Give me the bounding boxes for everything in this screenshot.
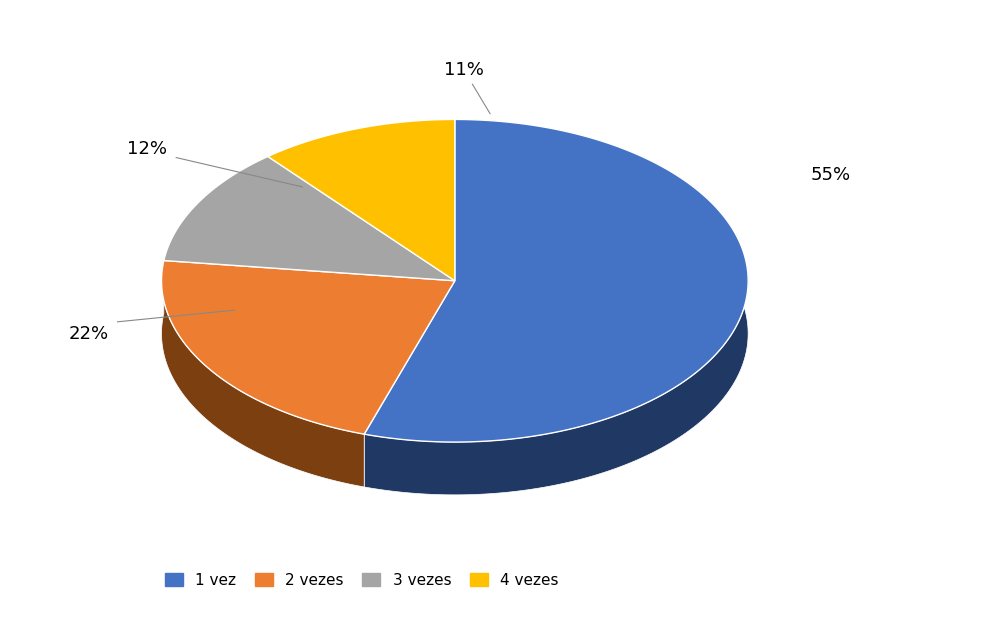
- Polygon shape: [164, 157, 268, 313]
- Polygon shape: [365, 120, 748, 442]
- Legend: 1 vez, 2 vezes, 3 vezes, 4 vezes: 1 vez, 2 vezes, 3 vezes, 4 vezes: [165, 572, 558, 587]
- Text: 11%: 11%: [443, 60, 484, 79]
- Polygon shape: [161, 260, 455, 434]
- Text: 55%: 55%: [810, 166, 850, 184]
- Text: 22%: 22%: [68, 325, 108, 343]
- Polygon shape: [161, 260, 365, 487]
- Polygon shape: [164, 157, 455, 281]
- Polygon shape: [268, 120, 455, 281]
- Polygon shape: [365, 120, 748, 495]
- Polygon shape: [268, 120, 455, 209]
- Text: 12%: 12%: [127, 140, 167, 158]
